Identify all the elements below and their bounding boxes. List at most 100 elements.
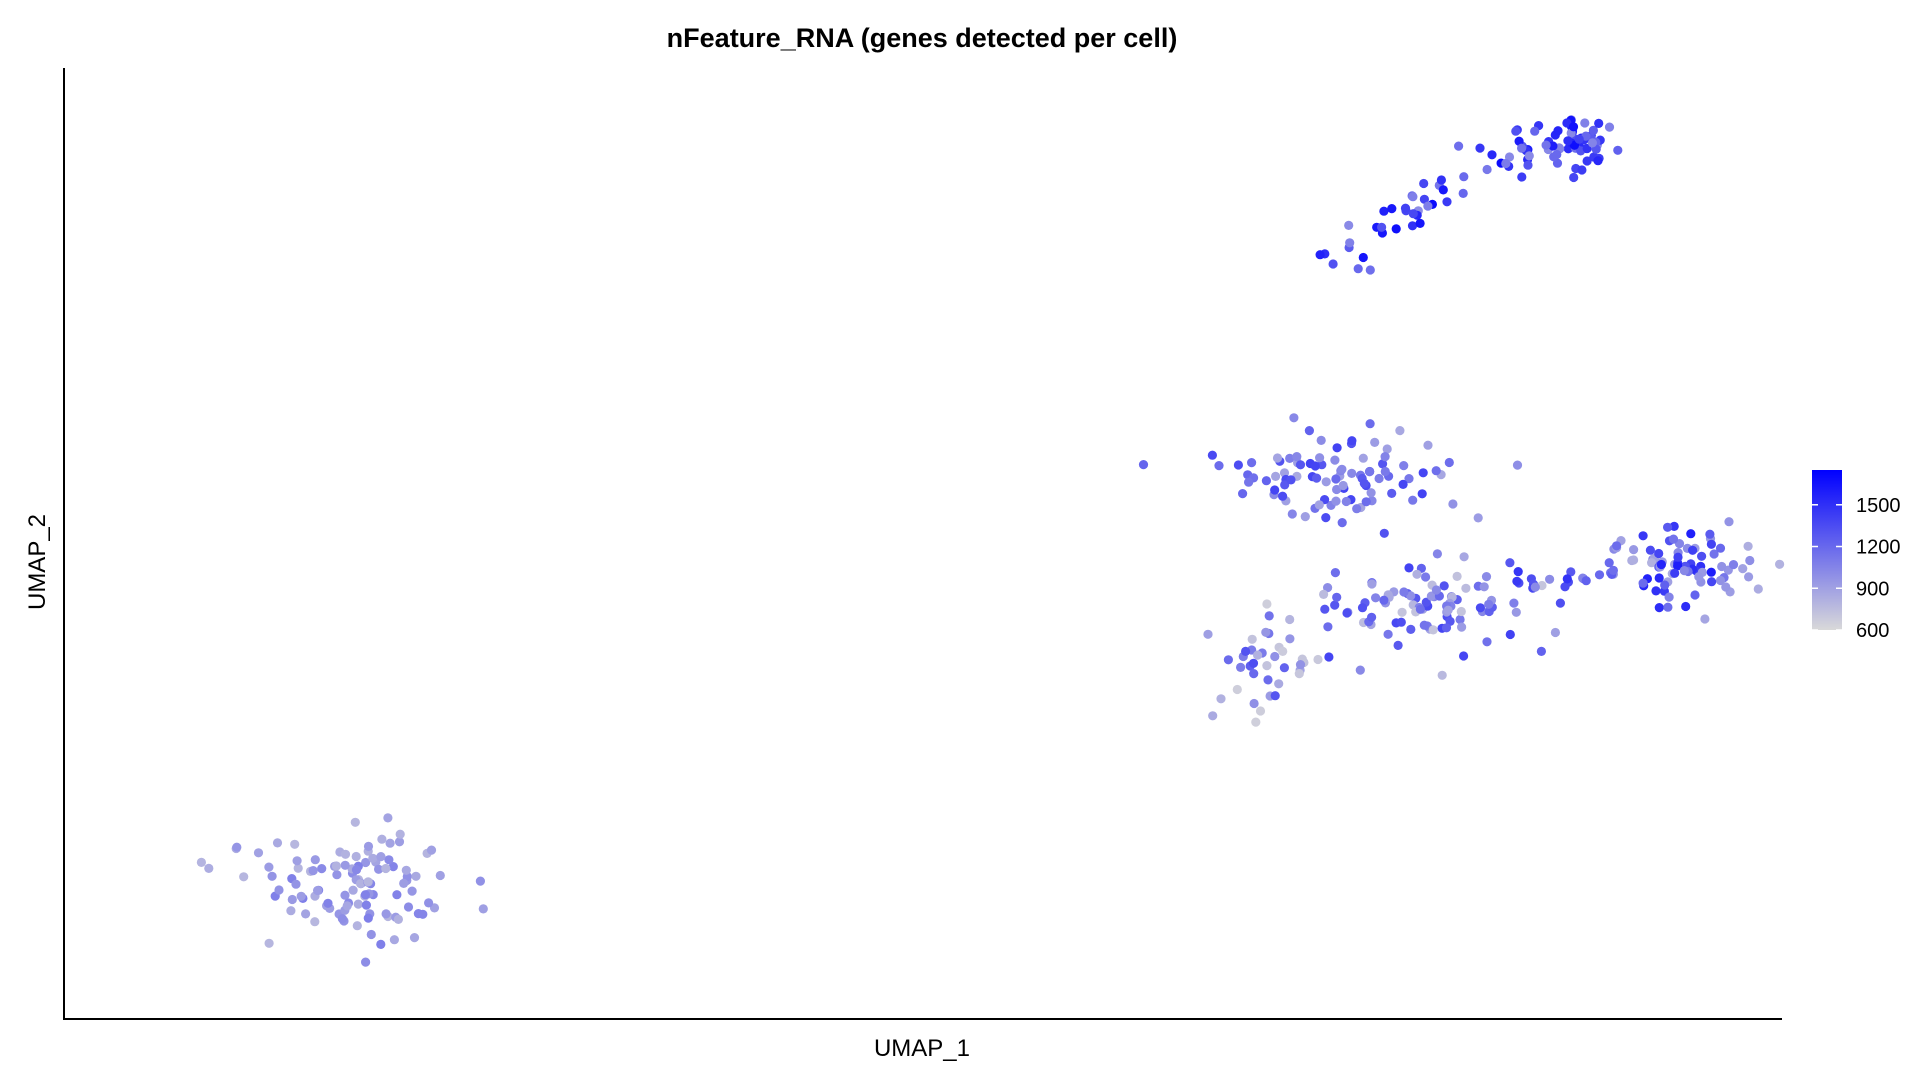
cell-point bbox=[348, 885, 358, 895]
chart-title: nFeature_RNA (genes detected per cell) bbox=[667, 23, 1178, 53]
cell-point bbox=[368, 853, 378, 863]
cell-point bbox=[1315, 250, 1325, 260]
cell-point bbox=[1562, 574, 1572, 584]
cell-point bbox=[1524, 151, 1534, 161]
cell-point bbox=[475, 876, 485, 886]
cell-point bbox=[1706, 539, 1716, 549]
cell-point bbox=[1482, 637, 1492, 647]
cell-point bbox=[1681, 601, 1691, 612]
cell-point bbox=[1404, 474, 1414, 484]
x-axis-label: UMAP_1 bbox=[874, 1035, 970, 1062]
cell-point bbox=[340, 890, 350, 900]
cell-point bbox=[1249, 669, 1259, 679]
cell-point bbox=[1660, 580, 1670, 590]
cell-point bbox=[1511, 607, 1521, 617]
cell-point bbox=[376, 939, 386, 950]
cell-point bbox=[360, 890, 370, 900]
cell-point bbox=[1382, 444, 1392, 454]
cell-point bbox=[1461, 583, 1471, 593]
cell-point bbox=[264, 862, 274, 872]
cell-point bbox=[1270, 691, 1280, 701]
cell-point bbox=[392, 890, 402, 900]
cell-point bbox=[1654, 573, 1664, 583]
cell-point bbox=[1253, 650, 1263, 660]
cell-point bbox=[1207, 450, 1217, 460]
cell-point bbox=[1448, 499, 1458, 509]
cell-point bbox=[1341, 496, 1351, 507]
cell-point bbox=[1387, 488, 1397, 498]
cell-point bbox=[1555, 598, 1565, 608]
cell-point bbox=[1331, 496, 1341, 506]
cell-point bbox=[394, 837, 405, 847]
cell-point bbox=[381, 863, 391, 874]
cell-point bbox=[1412, 569, 1422, 579]
cell-point bbox=[1289, 413, 1299, 423]
cell-point bbox=[1509, 598, 1519, 608]
cell-point bbox=[1444, 457, 1454, 468]
cell-point bbox=[1512, 576, 1522, 586]
cell-point bbox=[1553, 126, 1563, 136]
cell-point bbox=[1415, 604, 1425, 614]
cell-point bbox=[1398, 479, 1408, 489]
cell-point bbox=[1236, 662, 1246, 673]
cell-point bbox=[1604, 558, 1614, 568]
cell-point bbox=[1366, 488, 1376, 498]
cell-point bbox=[1312, 473, 1322, 483]
cell-point bbox=[1608, 565, 1618, 576]
cell-point bbox=[1744, 572, 1754, 582]
cell-point bbox=[395, 829, 405, 839]
cell-point bbox=[356, 879, 366, 889]
cell-point bbox=[407, 886, 417, 896]
cell-point bbox=[310, 855, 320, 865]
cell-point bbox=[411, 871, 421, 881]
cell-point bbox=[1241, 646, 1251, 657]
cell-point bbox=[1545, 574, 1555, 584]
cell-point bbox=[361, 957, 371, 967]
cell-point bbox=[1406, 591, 1416, 601]
cell-point bbox=[403, 902, 414, 912]
y-axis-label: UMAP_2 bbox=[24, 514, 51, 610]
cell-point bbox=[272, 838, 283, 848]
cell-point bbox=[1581, 576, 1591, 586]
cell-point bbox=[204, 863, 214, 874]
cell-point bbox=[1651, 586, 1661, 596]
cell-point bbox=[1475, 603, 1485, 613]
cell-point bbox=[1568, 122, 1579, 132]
cell-point bbox=[1247, 458, 1257, 468]
cell-point bbox=[1407, 221, 1418, 231]
cell-point bbox=[1332, 484, 1342, 495]
cell-point bbox=[1753, 584, 1763, 594]
cell-point bbox=[1482, 164, 1492, 175]
cell-point bbox=[1285, 634, 1295, 644]
cell-point bbox=[332, 870, 342, 880]
cell-point bbox=[1361, 497, 1371, 507]
cell-point bbox=[1223, 655, 1233, 665]
cell-point bbox=[353, 899, 363, 909]
cell-point bbox=[301, 909, 311, 919]
cell-point bbox=[351, 851, 361, 862]
cell-point bbox=[1715, 543, 1726, 553]
legend-tick-label: 1200 bbox=[1856, 537, 1901, 559]
cell-point bbox=[340, 860, 350, 870]
cell-point bbox=[1715, 575, 1726, 586]
cell-point bbox=[1244, 477, 1254, 487]
legend-tick-label: 1500 bbox=[1856, 495, 1901, 517]
cell-point bbox=[1438, 185, 1448, 195]
cell-point bbox=[286, 906, 296, 916]
cell-point bbox=[1279, 663, 1289, 673]
cell-point bbox=[1406, 624, 1416, 635]
cell-point bbox=[1530, 126, 1540, 136]
cell-point bbox=[401, 865, 411, 875]
cell-point bbox=[1481, 572, 1492, 582]
cell-point bbox=[361, 900, 371, 910]
cell-point bbox=[1645, 545, 1655, 555]
cell-point bbox=[1263, 675, 1273, 685]
cell-point bbox=[1138, 460, 1149, 470]
cell-point bbox=[1566, 567, 1576, 577]
cell-point bbox=[1337, 464, 1347, 474]
cell-point bbox=[1347, 436, 1357, 446]
cell-point bbox=[1629, 545, 1639, 555]
cell-point bbox=[1694, 572, 1704, 582]
cell-point bbox=[1580, 118, 1590, 128]
